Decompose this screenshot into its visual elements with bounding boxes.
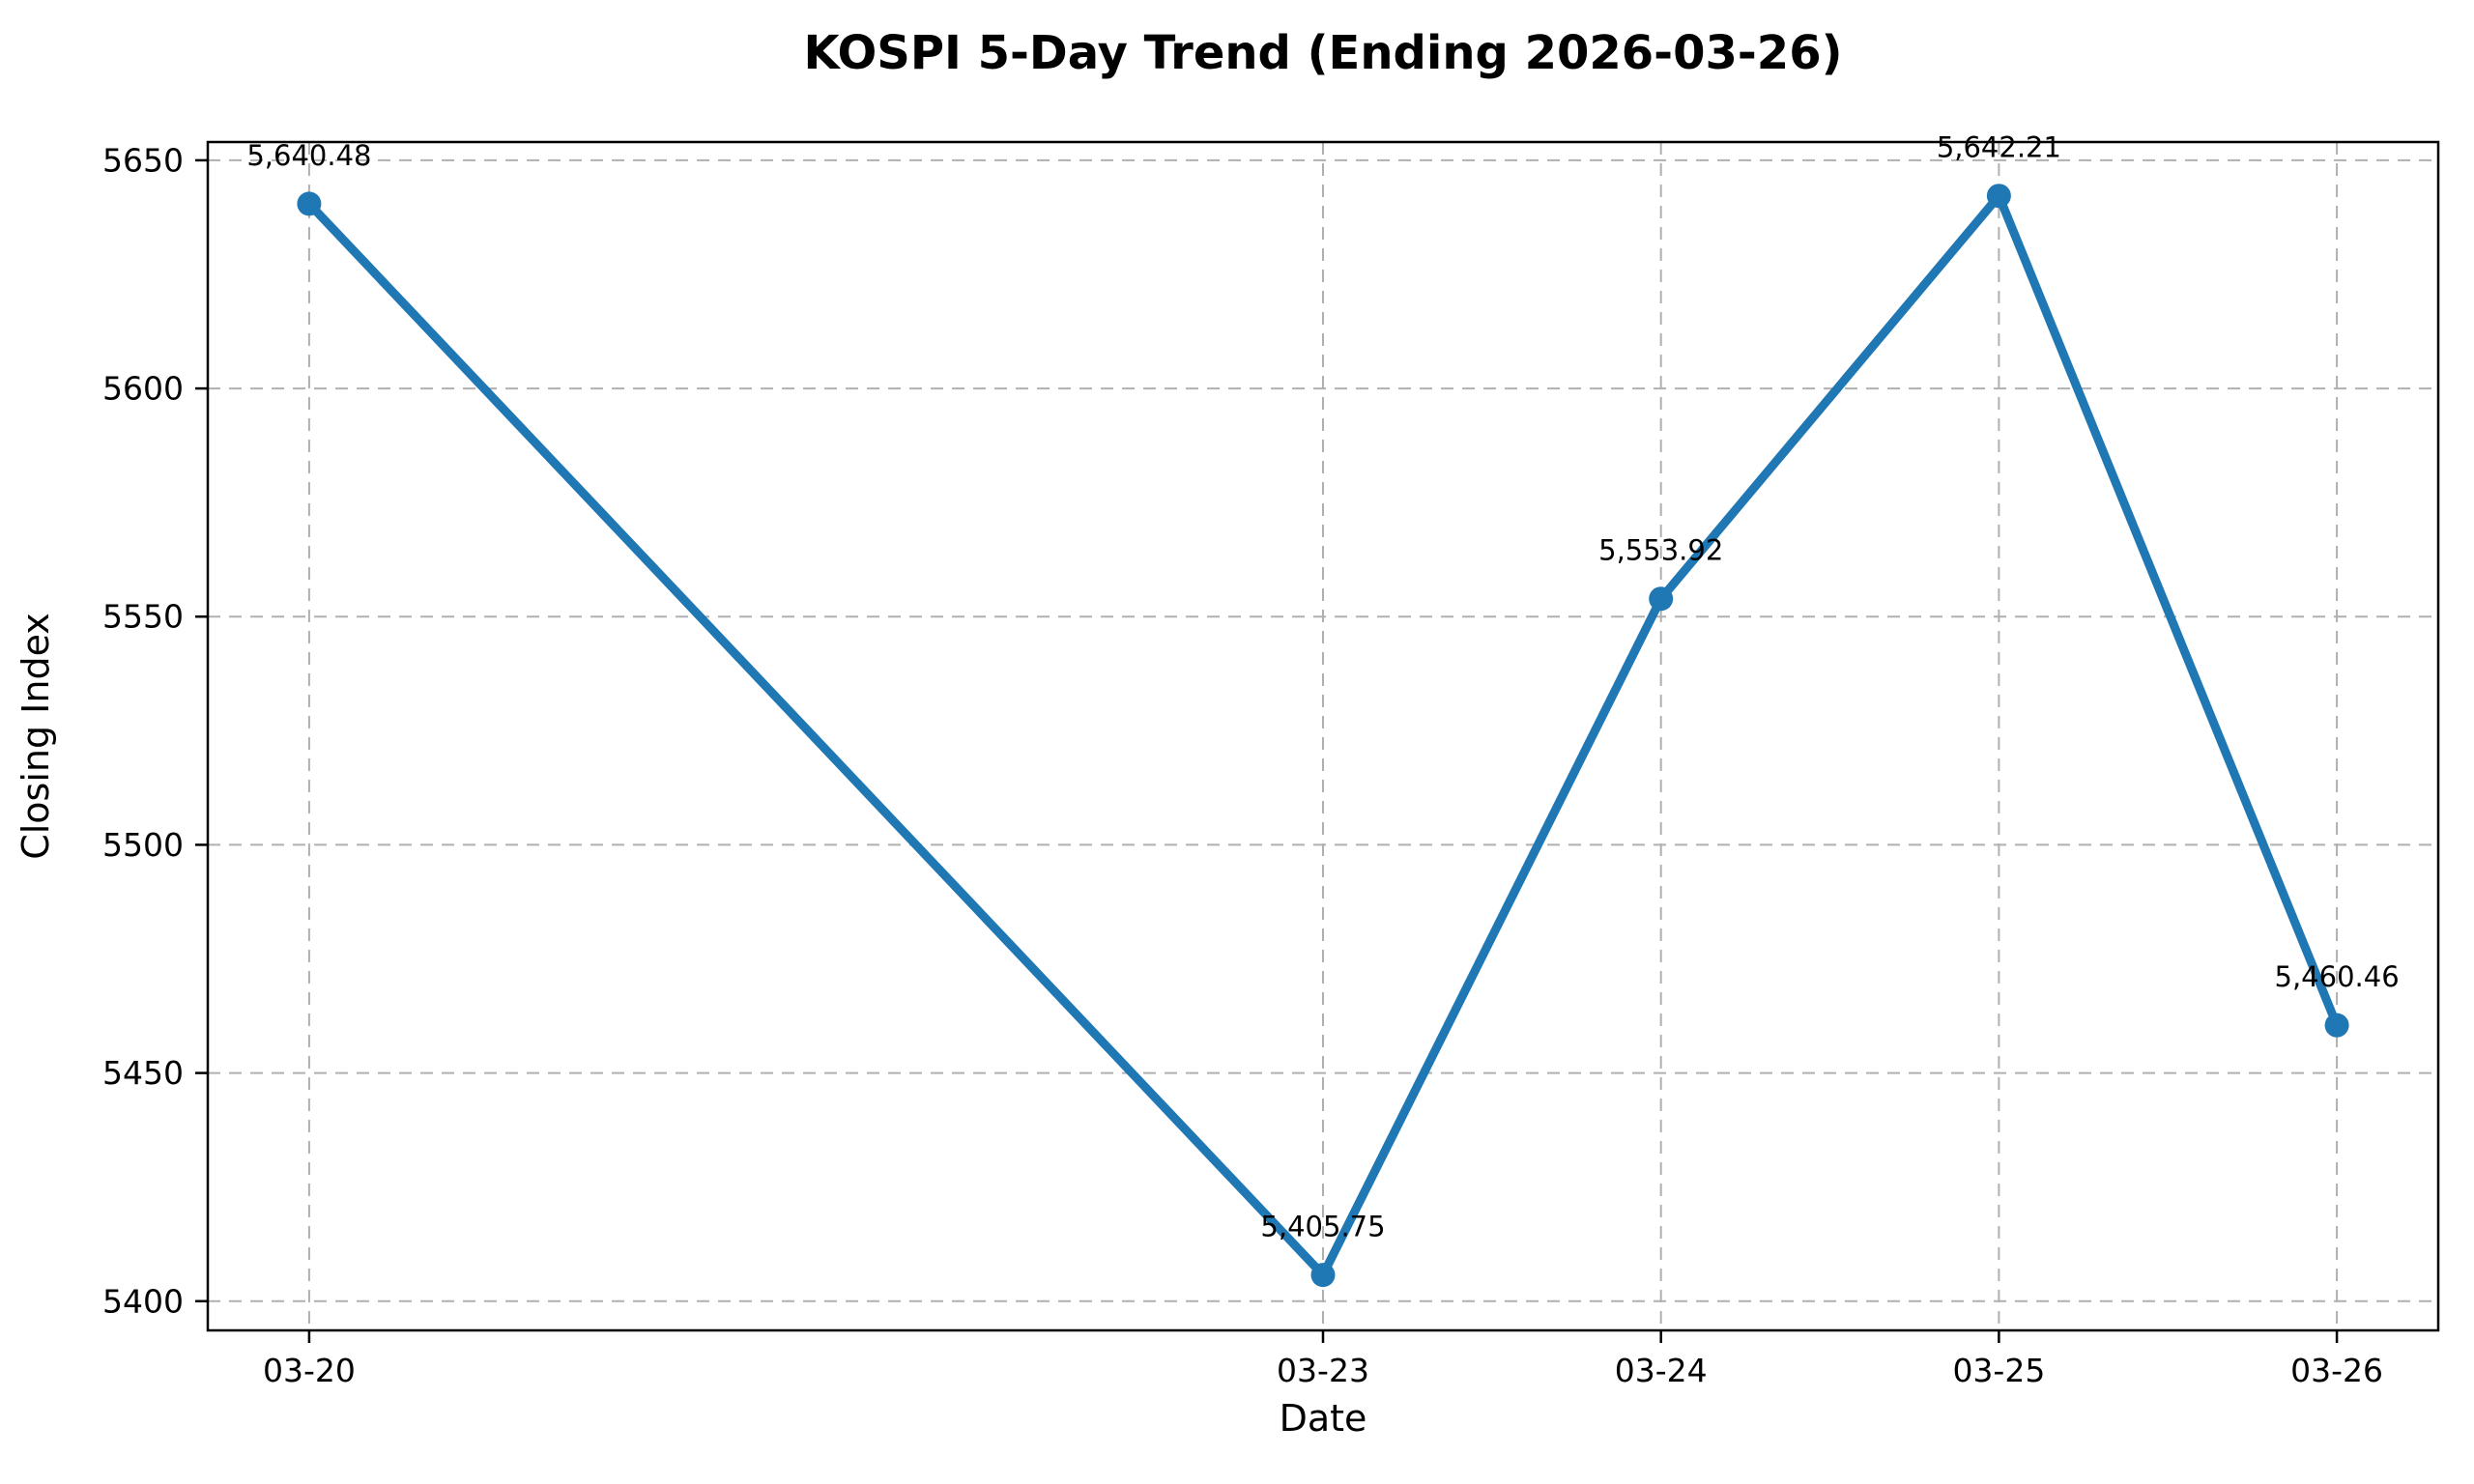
- point-label-03-25: 5,642.21: [1937, 131, 2061, 164]
- x-tick-label-03-24: 03-24: [1615, 1352, 1708, 1389]
- point-label-03-20: 5,640.48: [246, 139, 371, 172]
- series-layer: [297, 184, 2349, 1288]
- x-tick-label-03-20: 03-20: [263, 1352, 356, 1389]
- y-tick-label-5650: 5650: [102, 141, 184, 179]
- data-point-03-23: [1310, 1263, 1336, 1288]
- y-tick-label-5500: 5500: [102, 826, 184, 864]
- x-axis-label: Date: [1280, 1397, 1367, 1440]
- data-point-03-20: [297, 191, 322, 216]
- y-tick-label-5450: 5450: [102, 1054, 184, 1092]
- tick-layer: 5400 5450 5500 5550 5600 5650 03-20 03-23 03-24 0…: [102, 141, 2383, 1389]
- point-label-03-24: 5,553.92: [1598, 534, 1723, 567]
- point-label-03-23: 5,405.75: [1260, 1211, 1385, 1243]
- y-tick-label-5600: 5600: [102, 370, 184, 408]
- chart-title: KOSPI 5-Day Trend (Ending 2026-03-26): [803, 26, 1842, 80]
- y-tick-label-5400: 5400: [102, 1282, 184, 1320]
- grid-layer: [208, 142, 2438, 1330]
- x-tick-label-03-25: 03-25: [1952, 1352, 2045, 1389]
- y-tick-label-5550: 5550: [102, 598, 184, 636]
- point-label-03-26: 5,460.46: [2275, 960, 2400, 993]
- x-tick-label-03-23: 03-23: [1277, 1352, 1369, 1389]
- x-tick-label-03-26: 03-26: [2290, 1352, 2383, 1389]
- data-point-03-24: [1649, 586, 1674, 612]
- data-point-03-26: [2324, 1013, 2349, 1038]
- y-axis-label: Closing Index: [14, 613, 57, 860]
- annotation-layer: 5,640.48 5,405.75 5,553.92 5,642.21 5,460.46: [246, 131, 2399, 1243]
- data-point-03-25: [1986, 184, 2011, 209]
